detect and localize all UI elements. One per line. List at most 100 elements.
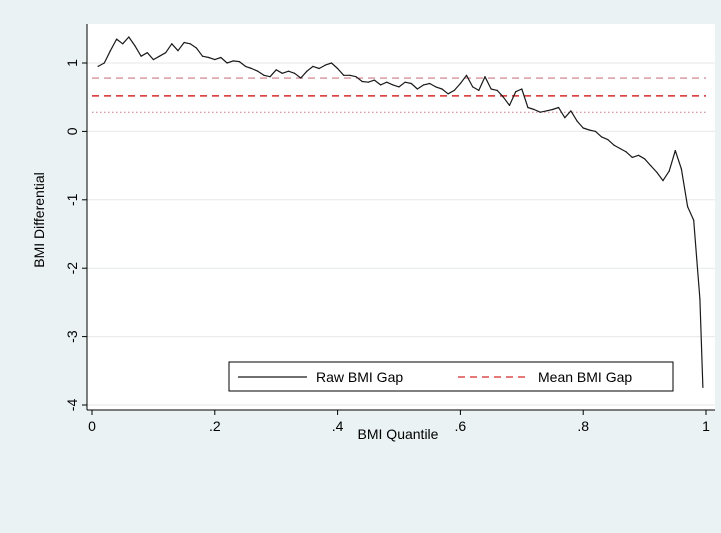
raw-bmi-gap-point xyxy=(662,180,664,182)
raw-bmi-gap-point xyxy=(244,65,247,67)
raw-bmi-gap-point xyxy=(140,55,142,57)
raw-bmi-gap-point xyxy=(607,139,609,141)
x-tick-label: 1 xyxy=(702,418,710,434)
x-tick-label: .6 xyxy=(455,418,467,434)
raw-bmi-gap-point xyxy=(214,59,216,61)
raw-bmi-gap-point xyxy=(201,55,204,57)
raw-bmi-gap-point xyxy=(680,168,683,170)
legend: Raw BMI Gap Mean BMI Gap xyxy=(228,361,674,392)
raw-bmi-gap-point xyxy=(116,38,118,40)
x-tick-label: .4 xyxy=(332,418,344,434)
raw-bmi-gap-point xyxy=(564,117,566,119)
raw-bmi-gap-point xyxy=(134,45,136,47)
raw-bmi-gap-point xyxy=(650,165,652,167)
raw-bmi-gap-line xyxy=(97,36,704,388)
raw-bmi-gap-point xyxy=(631,156,633,158)
raw-bmi-gap-point xyxy=(429,82,431,85)
grid-lines xyxy=(87,62,715,406)
raw-bmi-gap-point xyxy=(158,55,161,57)
raw-bmi-gap-point xyxy=(361,80,363,83)
raw-bmi-gap-point xyxy=(619,147,621,150)
raw-bmi-gap-point xyxy=(613,144,615,146)
raw-bmi-gap-point xyxy=(496,89,498,91)
raw-bmi-gap-point xyxy=(472,86,474,88)
raw-bmi-gap-point xyxy=(152,59,154,61)
raw-bmi-gap-point xyxy=(693,219,695,221)
raw-bmi-gap-point xyxy=(103,62,105,64)
raw-bmi-gap-point xyxy=(594,130,597,132)
raw-bmi-gap-point xyxy=(355,76,357,78)
raw-bmi-gap-point xyxy=(238,61,240,63)
raw-bmi-gap-point xyxy=(459,82,461,85)
raw-bmi-gap-point xyxy=(435,86,437,88)
raw-bmi-gap-point xyxy=(441,88,443,90)
raw-bmi-gap-point xyxy=(656,171,658,173)
raw-bmi-gap-point xyxy=(637,154,640,156)
raw-bmi-gap-point xyxy=(373,79,375,81)
raw-bmi-gap-point xyxy=(601,136,603,138)
raw-bmi-gap-point xyxy=(398,86,400,88)
y-tick-label: 1 xyxy=(64,59,80,67)
raw-bmi-gap-point xyxy=(226,62,228,64)
raw-bmi-gap-point xyxy=(337,67,339,70)
raw-bmi-gap-point xyxy=(674,150,676,152)
raw-bmi-gap-point xyxy=(220,56,222,59)
legend-label-mean-bmi-gap: Mean BMI Gap xyxy=(538,369,632,385)
raw-bmi-gap-point xyxy=(490,88,492,90)
raw-bmi-gap-point xyxy=(343,74,345,76)
raw-bmi-gap-point xyxy=(306,70,308,72)
raw-bmi-gap-point xyxy=(269,76,271,78)
raw-bmi-gap-point xyxy=(275,69,277,71)
raw-bmi-gap-point xyxy=(625,151,627,153)
raw-bmi-gap-point xyxy=(392,84,394,86)
raw-bmi-gap-point xyxy=(551,108,554,111)
raw-bmi-gap-point xyxy=(312,65,314,67)
raw-bmi-gap-point xyxy=(208,56,210,59)
raw-bmi-gap-point xyxy=(478,89,480,91)
raw-bmi-gap-point xyxy=(423,84,425,86)
raw-bmi-gap-point xyxy=(189,43,191,45)
raw-bmi-gap-point xyxy=(570,110,572,112)
raw-bmi-gap-point xyxy=(502,96,504,98)
x-tick-label: .2 xyxy=(209,418,221,434)
raw-bmi-gap-point xyxy=(521,88,523,90)
raw-bmi-gap-point xyxy=(281,72,283,74)
raw-bmi-gap-point xyxy=(515,91,517,93)
x-tick-label: .8 xyxy=(577,418,589,434)
raw-bmi-gap-point xyxy=(644,158,646,160)
y-tick-label: 0 xyxy=(64,127,80,135)
raw-bmi-gap-point xyxy=(263,74,265,76)
raw-bmi-gap-point xyxy=(195,47,197,49)
y-tick-label: -1 xyxy=(64,193,80,206)
raw-bmi-gap-point xyxy=(294,72,296,74)
raw-bmi-gap-point xyxy=(668,170,670,172)
raw-bmi-gap-point xyxy=(539,111,541,113)
axis-ticks: 1 0 -1 -2 -3 -4 0 .2 .4 .6 .8 1 xyxy=(64,59,710,434)
raw-bmi-gap-point xyxy=(687,206,689,208)
raw-bmi-gap-point xyxy=(447,93,449,95)
raw-bmi-gap-point xyxy=(109,50,111,52)
raw-bmi-gap-point xyxy=(257,70,259,72)
raw-bmi-gap-point xyxy=(453,89,455,91)
raw-bmi-gap-point xyxy=(171,43,173,45)
raw-bmi-gap-point xyxy=(588,129,590,131)
y-axis-label: BMI Differential xyxy=(31,172,47,267)
raw-bmi-gap-point xyxy=(582,127,584,129)
raw-bmi-gap-point xyxy=(558,106,560,109)
raw-bmi-gap-point xyxy=(699,298,701,300)
y-tick-label: -2 xyxy=(64,262,80,275)
raw-bmi-gap-point xyxy=(465,74,468,76)
raw-bmi-gap-point xyxy=(545,110,548,112)
y-tick-label: -3 xyxy=(64,330,80,343)
raw-bmi-gap-point xyxy=(128,36,130,38)
raw-bmi-gap-point xyxy=(318,67,320,70)
raw-bmi-gap-point xyxy=(484,76,486,78)
raw-bmi-gap-point xyxy=(122,43,124,45)
raw-bmi-gap-point xyxy=(527,106,529,109)
legend-label-raw-bmi-gap: Raw BMI Gap xyxy=(316,369,403,385)
raw-bmi-gap-point xyxy=(177,50,179,52)
raw-bmi-gap-point xyxy=(97,65,99,67)
plot-area-background xyxy=(87,24,715,410)
